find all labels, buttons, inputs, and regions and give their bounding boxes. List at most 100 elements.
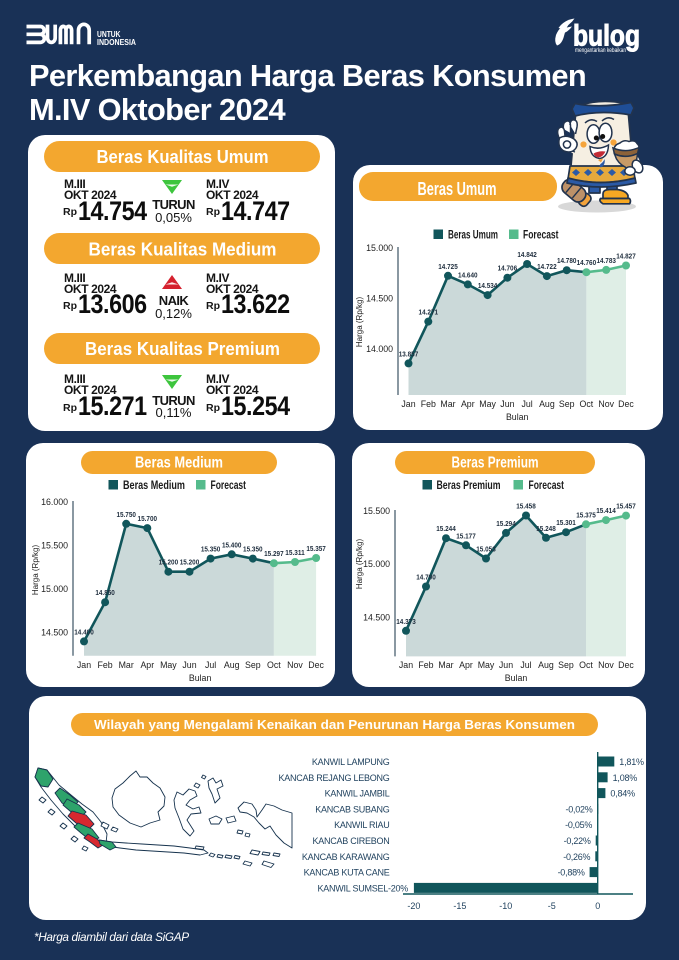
svg-text:Feb: Feb <box>421 399 436 409</box>
svg-text:INDONESIA: INDONESIA <box>97 38 136 47</box>
svg-text:15.457: 15.457 <box>616 502 636 511</box>
svg-text:15.000: 15.000 <box>366 243 393 253</box>
svg-text:-20: -20 <box>407 901 420 911</box>
svg-text:Forecast: Forecast <box>523 230 559 242</box>
svg-text:15.248: 15.248 <box>536 524 556 533</box>
svg-text:KANCAB CIREBON: KANCAB CIREBON <box>312 836 389 846</box>
svg-text:Jun: Jun <box>500 399 514 409</box>
svg-text:14.500: 14.500 <box>366 294 393 304</box>
svg-text:KANCAB SUBANG: KANCAB SUBANG <box>315 804 390 814</box>
svg-text:Jul: Jul <box>520 660 531 670</box>
svg-text:Jan: Jan <box>77 660 91 670</box>
svg-text:Bulan: Bulan <box>505 673 528 683</box>
svg-text:14.706: 14.706 <box>498 264 518 273</box>
svg-text:15.294: 15.294 <box>496 519 516 528</box>
svg-text:UNTUK: UNTUK <box>97 30 121 39</box>
svg-text:-0,05%: -0,05% <box>565 820 592 830</box>
svg-text:0: 0 <box>595 901 600 911</box>
svg-text:14.790: 14.790 <box>416 573 436 582</box>
svg-text:15.500: 15.500 <box>363 506 390 516</box>
svg-text:KANCAB REJANG LEBONG: KANCAB REJANG LEBONG <box>278 773 389 783</box>
svg-text:Beras Kualitas Umum: Beras Kualitas Umum <box>97 146 269 167</box>
svg-text:0,84%: 0,84% <box>610 789 635 799</box>
svg-text:14.640: 14.640 <box>458 270 478 279</box>
svg-text:Nov: Nov <box>598 399 614 409</box>
svg-text:15.311: 15.311 <box>285 548 305 557</box>
svg-text:Jan: Jan <box>399 660 413 670</box>
svg-text:May: May <box>160 660 177 670</box>
svg-text:Aug: Aug <box>539 399 555 409</box>
svg-text:Harga (Rp/kg): Harga (Rp/kg) <box>355 297 364 348</box>
svg-text:Beras Kualitas Premium: Beras Kualitas Premium <box>85 338 280 359</box>
svg-text:16.000: 16.000 <box>41 497 68 507</box>
svg-text:Aug: Aug <box>224 660 240 670</box>
svg-text:Apr: Apr <box>461 399 475 409</box>
svg-text:-0,26%: -0,26% <box>563 852 590 862</box>
svg-text:KANCAB KUTA CANE: KANCAB KUTA CANE <box>304 868 390 878</box>
svg-text:Beras Premium: Beras Premium <box>452 455 539 472</box>
svg-text:15.297: 15.297 <box>264 549 284 558</box>
svg-text:-0,88%: -0,88% <box>558 868 585 878</box>
svg-text:Nov: Nov <box>598 660 614 670</box>
svg-text:Feb: Feb <box>98 660 113 670</box>
svg-text:Beras Medium: Beras Medium <box>123 480 185 492</box>
svg-text:Oct: Oct <box>267 660 281 670</box>
svg-text:15.301: 15.301 <box>556 518 576 527</box>
svg-text:Harga (Rp/kg): Harga (Rp/kg) <box>355 539 364 590</box>
svg-text:Jan: Jan <box>401 399 415 409</box>
svg-text:Dec: Dec <box>618 399 634 409</box>
svg-text:Forecast: Forecast <box>211 480 247 492</box>
svg-text:KANWIL SUMSEL-20%: KANWIL SUMSEL-20% <box>318 883 409 893</box>
svg-text:14.722: 14.722 <box>537 262 557 271</box>
svg-text:15.700: 15.700 <box>138 514 158 523</box>
svg-text:14.850: 14.850 <box>95 588 115 597</box>
svg-text:Bulan: Bulan <box>189 673 212 683</box>
svg-text:14.783: 14.783 <box>596 256 616 265</box>
svg-text:Nov: Nov <box>287 660 303 670</box>
svg-text:mengantarkan kebaikan: mengantarkan kebaikan <box>575 47 626 54</box>
svg-text:15.000: 15.000 <box>41 584 68 594</box>
svg-text:14.000: 14.000 <box>366 344 393 354</box>
svg-text:15.000: 15.000 <box>363 559 390 569</box>
svg-text:Sep: Sep <box>245 660 261 670</box>
svg-text:14.500: 14.500 <box>41 628 68 638</box>
svg-text:15.053: 15.053 <box>476 545 496 554</box>
svg-text:15.414: 15.414 <box>596 506 616 515</box>
svg-text:15.177: 15.177 <box>456 531 476 540</box>
svg-text:14.725: 14.725 <box>438 262 458 271</box>
svg-text:14.842: 14.842 <box>517 250 537 259</box>
svg-text:Jul: Jul <box>205 660 216 670</box>
svg-text:-0,02%: -0,02% <box>565 804 592 814</box>
svg-text:Apr: Apr <box>140 660 154 670</box>
svg-text:Mar: Mar <box>119 660 134 670</box>
svg-text:13.857: 13.857 <box>399 349 419 358</box>
svg-text:May: May <box>479 399 496 409</box>
svg-text:14.780: 14.780 <box>557 256 577 265</box>
svg-text:Feb: Feb <box>418 660 433 670</box>
svg-text:Jul: Jul <box>521 399 532 409</box>
svg-text:14.500: 14.500 <box>363 612 390 622</box>
svg-text:15.357: 15.357 <box>306 544 326 553</box>
svg-text:Apr: Apr <box>459 660 473 670</box>
svg-text:Bulan: Bulan <box>506 412 529 422</box>
svg-text:14.827: 14.827 <box>616 252 636 261</box>
svg-text:Sep: Sep <box>558 660 574 670</box>
svg-text:15.244: 15.244 <box>436 524 456 533</box>
svg-text:May: May <box>478 660 495 670</box>
svg-text:15.458: 15.458 <box>516 502 536 511</box>
svg-text:Jun: Jun <box>182 660 196 670</box>
svg-text:1,81%: 1,81% <box>619 757 644 767</box>
svg-text:14.760: 14.760 <box>577 258 597 267</box>
svg-text:Beras Medium: Beras Medium <box>135 455 223 472</box>
svg-text:Beras Umum: Beras Umum <box>448 230 498 242</box>
svg-text:Beras Kualitas Medium: Beras Kualitas Medium <box>89 239 277 260</box>
svg-text:15.750: 15.750 <box>116 510 136 519</box>
svg-text:KANWIL LAMPUNG: KANWIL LAMPUNG <box>312 757 390 767</box>
svg-text:KANWIL RIAU: KANWIL RIAU <box>334 820 389 830</box>
svg-text:15.200: 15.200 <box>159 558 179 567</box>
svg-text:-10: -10 <box>499 901 512 911</box>
svg-text:Oct: Oct <box>579 660 593 670</box>
svg-text:-5: -5 <box>548 901 556 911</box>
svg-text:Dec: Dec <box>618 660 634 670</box>
svg-text:-0,22%: -0,22% <box>564 836 591 846</box>
